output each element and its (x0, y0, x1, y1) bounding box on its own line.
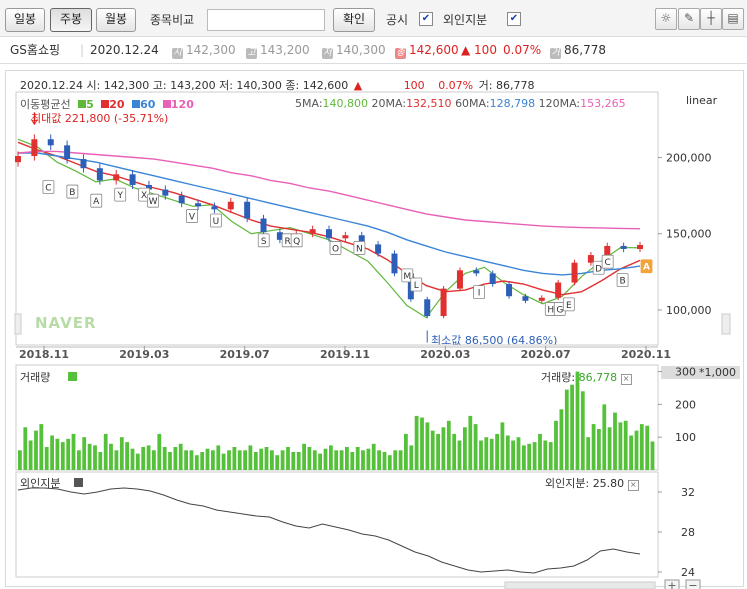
ma20-value: 132,510 (406, 97, 452, 110)
disclosure-checkbox[interactable]: ✔ (419, 12, 433, 26)
ma120-swatch (162, 100, 171, 108)
compare-input[interactable] (207, 9, 325, 31)
min-annotation: 최소값 86,500 (64.86%) (431, 334, 558, 347)
volume-title: 거래량 (20, 371, 51, 384)
confirm-button[interactable]: 확인 (333, 8, 375, 32)
ma120-period: 120 (170, 98, 194, 111)
foreign-readout: 외인지분: 25.80 × (545, 475, 639, 491)
ma5-swatch (78, 100, 87, 108)
divider: | (80, 43, 85, 57)
volume-readout-label: 거래량: (541, 371, 576, 384)
price-header: 2020.12.24 시: 142,300 고: 143,200 저: 140,… (20, 77, 534, 93)
volume-tag: 거 (550, 48, 561, 59)
volume-swatch (67, 372, 77, 381)
period-toolbar: 일봉 주봉 월봉 종목비교 확인 공시 ✔ 외인지분 ✔ ☼ ✎ ┼ ▤ (0, 0, 747, 37)
ma5-value: 140,800 (322, 97, 369, 110)
close-tag: 종 (395, 48, 406, 59)
max-annotation: 최대값 221,800 (-35.71%) (31, 112, 169, 125)
rate-value: 0.07% (503, 43, 542, 57)
disclosure-label: 공시 (386, 13, 409, 27)
header-rate: 0.07% (438, 79, 474, 92)
crosshair-icon[interactable]: ┼ (700, 8, 722, 30)
low-field: 저 140,300 (322, 37, 386, 63)
open-field: 시 142,300 (172, 37, 236, 63)
monthly-button[interactable]: 월봉 (96, 8, 136, 32)
check-icon: ✔ (421, 13, 431, 24)
volume-readout: 거래량: 86,778 × (541, 369, 632, 385)
foreign-title: 외인지분 (20, 477, 61, 490)
ma-values: 5MA:140,800 20MA:132,510 60MA:128,798 12… (295, 97, 626, 110)
check-icon: ✔ (509, 13, 519, 24)
ma60-label: 60MA: (455, 97, 490, 110)
naver-logo: NAVER (35, 314, 97, 332)
close-value: 142,600 (409, 43, 459, 57)
up-arrow-icon: ▲ (353, 79, 363, 92)
open-tag: 시 (172, 48, 183, 59)
volume-panel-title: 거래량 (20, 369, 77, 385)
compare-label: 종목비교 (150, 13, 195, 27)
open-value: 142,300 (186, 43, 236, 57)
close-icon[interactable]: × (620, 374, 632, 385)
high-tag: 고 (246, 48, 257, 59)
ma60-swatch (132, 100, 141, 108)
foreign-checkbox[interactable]: ✔ (507, 12, 521, 26)
ohlc-line: 2020.12.24 시: 142,300 고: 143,200 저: 140,… (20, 79, 349, 92)
pencil-icon[interactable]: ✎ (678, 8, 700, 30)
scale-label[interactable]: linear (686, 94, 718, 107)
volume-unit: *1,000 (661, 366, 740, 379)
high-value: 143,200 (260, 43, 310, 57)
low-tag: 저 (322, 48, 333, 59)
quote-bar: GS홈쇼핑 | 2020.12.24 시 142,300 고 143,200 저 14… (0, 37, 747, 64)
close-field: 종 142,600 (395, 37, 459, 63)
foreign-label: 외인지분 (443, 13, 488, 27)
high-field: 고 143,200 (246, 37, 310, 63)
foreign-panel-title: 외인지분 (20, 475, 83, 491)
ma120-value: 153,265 (580, 97, 626, 110)
foreign-swatch (73, 478, 83, 487)
volume-value: 86,778 (564, 43, 606, 57)
header-change: 100 (403, 79, 425, 92)
chart-frame (5, 70, 744, 587)
bulb-icon[interactable]: ☼ (655, 8, 677, 30)
weekly-button[interactable]: 주봉 (50, 8, 92, 32)
change-value: ▲ 100 (461, 43, 497, 57)
print-icon[interactable]: ▤ (722, 8, 744, 30)
foreign-readout-value: 25.80 (592, 477, 625, 490)
ma60-value: 128,798 (489, 97, 536, 110)
ma5-label: 5MA: (295, 97, 323, 110)
daily-button[interactable]: 일봉 (5, 8, 45, 32)
stock-name: GS홈쇼핑 (10, 43, 61, 57)
quote-date: 2020.12.24 (90, 43, 159, 57)
ma120-label: 120MA: (538, 97, 581, 110)
close-icon[interactable]: × (627, 480, 639, 491)
volume-field: 거 86,778 (550, 37, 606, 63)
foreign-readout-label: 외인지분: (545, 477, 590, 490)
low-value: 140,300 (336, 43, 386, 57)
header-volume: 거: 86,778 (478, 79, 535, 92)
volume-readout-value: 86,778 (578, 371, 618, 384)
ma20-label: 20MA: (371, 97, 407, 110)
